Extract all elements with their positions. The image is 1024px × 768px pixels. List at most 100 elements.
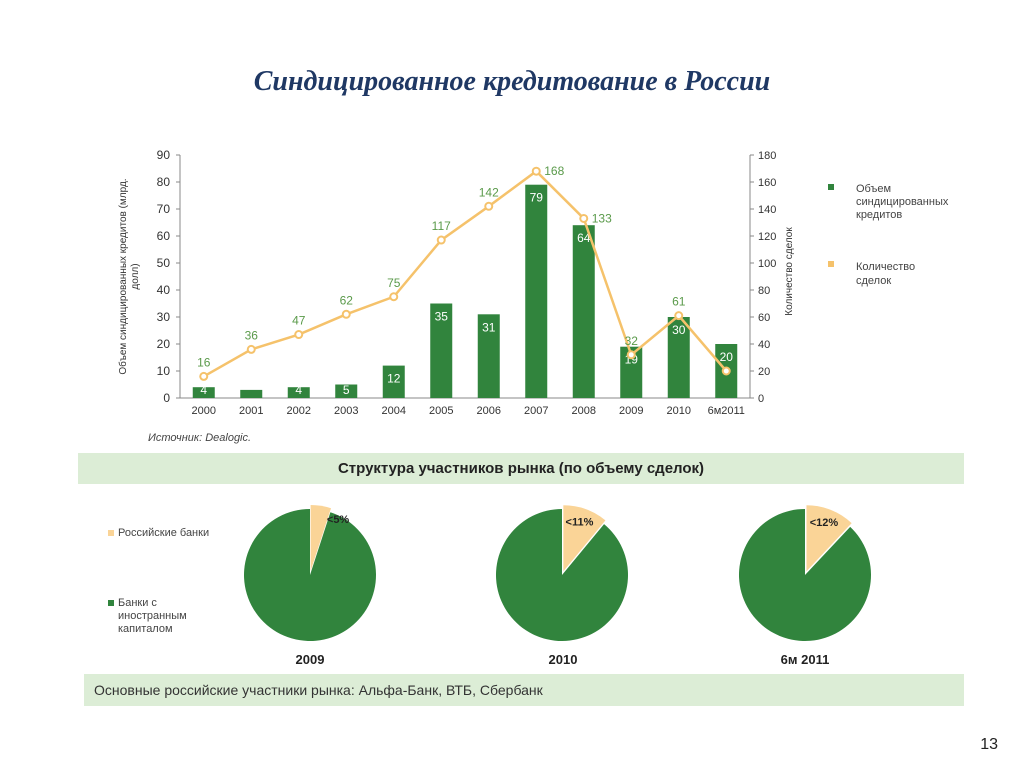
bar (240, 389, 263, 398)
y-tick-label-right: 0 (758, 393, 764, 405)
y-tick-label-right: 20 (758, 366, 770, 378)
y-tick-label-left: 70 (157, 202, 171, 216)
y-axis-title-left: Объем синдицированных кредитов (млрд.дол… (117, 178, 141, 374)
bar-data-label: 79 (530, 191, 544, 205)
deals-point (579, 213, 589, 223)
pie-slice-label: <12% (810, 517, 839, 529)
x-tick-label: 2005 (429, 405, 453, 417)
pie-caption-2009: 2009 (295, 652, 325, 667)
x-tick-label: 2010 (667, 405, 691, 417)
y-tick-label-right: 80 (758, 285, 770, 297)
y-tick-label-left: 20 (157, 337, 171, 351)
bar-data-label: 64 (577, 231, 591, 245)
legend-label-volume: Объем синдицированных кредитов (856, 183, 949, 221)
deals-point (436, 235, 446, 245)
y-tick-label-right: 40 (758, 339, 770, 351)
x-tick-label: 2000 (192, 405, 216, 417)
deals-point (199, 371, 209, 381)
bar (382, 365, 405, 398)
bar-data-label: 31 (482, 320, 496, 334)
bar (667, 317, 690, 398)
pie-6m2011: <12% (739, 505, 871, 641)
x-tick-label: 2002 (287, 405, 311, 417)
pie-slice-label: <5% (327, 514, 350, 526)
pie-slice-russian (310, 505, 332, 572)
slide-title: Синдицированное кредитование в России (253, 66, 771, 97)
legend-swatch-deals (828, 261, 834, 267)
bar-data-label: 4 (295, 383, 302, 397)
pie-caption-6m2011: 6м 2011 (780, 652, 830, 667)
y-tick-label-left: 40 (157, 283, 171, 297)
x-tick-label: 2004 (382, 405, 406, 417)
deals-data-label: 117 (432, 219, 451, 233)
pie-legend-label: Российские банки (118, 527, 210, 539)
bar (287, 387, 310, 398)
bar (620, 346, 643, 398)
deals-data-label: 36 (245, 328, 259, 342)
page-number: 13 (980, 736, 998, 753)
pie-slice-russian (563, 505, 606, 572)
deals-point (721, 366, 731, 376)
bar-data-label: 35 (435, 310, 449, 324)
pie-slice-foreign (739, 509, 871, 641)
y-tick-label-right: 60 (758, 312, 770, 324)
y-axis-title-right: Количество сделок (784, 227, 795, 316)
pie-caption-2010: 2010 (548, 652, 578, 667)
deals-data-label: 62 (340, 293, 354, 307)
x-tick-label: 2003 (334, 405, 358, 417)
deals-data-label: 47 (292, 314, 306, 328)
deals-point (389, 292, 399, 302)
pie-section-title: Структура участников рынка (по объему сд… (78, 453, 964, 484)
bar (335, 384, 358, 398)
legend-swatch-volume (828, 184, 834, 190)
deals-data-label: 61 (672, 295, 686, 309)
y-tick-label-left: 10 (157, 364, 171, 378)
deals-point (674, 311, 684, 321)
y-tick-label-left: 90 (157, 148, 171, 162)
deals-data-label: 168 (544, 164, 564, 178)
combo-chart: 0 10 20 30 40 50 60 70 80 90 0 20 40 60 80 100 120 140 160… (117, 148, 949, 417)
deals-point (484, 201, 494, 211)
legend-label-deals: Количество сделок (856, 261, 915, 287)
pie-2010: <11% (496, 505, 628, 641)
deals-data-label: 133 (592, 211, 612, 225)
deals-point (246, 344, 256, 354)
y-tick-label-right: 180 (758, 150, 776, 162)
deals-data-label: 142 (479, 185, 499, 199)
x-tick-label: 2001 (239, 405, 263, 417)
pie-legend-swatch (108, 600, 114, 606)
pie-slice-label: <11% (566, 517, 594, 529)
pie-slice-foreign (243, 509, 376, 641)
y-tick-label-right: 100 (758, 258, 776, 270)
deals-point (531, 166, 541, 176)
pie-slice-foreign (496, 509, 628, 641)
pie-legend-swatch (108, 530, 114, 536)
bar (572, 225, 595, 398)
bar-data-label: 4 (200, 383, 207, 397)
bar-data-label: 5 (343, 383, 350, 397)
x-tick-label: 6м2011 (708, 405, 745, 417)
bar-data-label: 30 (672, 323, 686, 337)
deals-data-label: 75 (387, 276, 401, 290)
x-tick-label: 2006 (477, 405, 501, 417)
bar (477, 314, 500, 398)
y-tick-label-left: 50 (157, 256, 171, 270)
pie-legend-label: Банки с иностранным капиталом (118, 597, 187, 635)
deals-point (341, 309, 351, 319)
x-tick-label: 2009 (619, 405, 643, 417)
y-tick-label-left: 80 (157, 175, 171, 189)
y-tick-label-right: 160 (758, 177, 776, 189)
y-tick-label-right: 140 (758, 204, 776, 216)
pie-2009: <5% (243, 505, 376, 641)
bar (525, 184, 548, 398)
x-tick-label: 2008 (572, 405, 596, 417)
deals-line (203, 169, 728, 378)
y-tick-label-left: 30 (157, 310, 171, 324)
y-tick-label-right: 120 (758, 231, 776, 243)
source-note: Источник: Dealogic. (148, 432, 252, 444)
footer-text: Основные российские участники рынка: Аль… (94, 682, 543, 698)
deals-data-label: 32 (625, 334, 639, 348)
x-tick-label: 2007 (524, 405, 548, 417)
bar-data-label: 20 (720, 350, 734, 364)
y-tick-label-left: 60 (157, 229, 171, 243)
